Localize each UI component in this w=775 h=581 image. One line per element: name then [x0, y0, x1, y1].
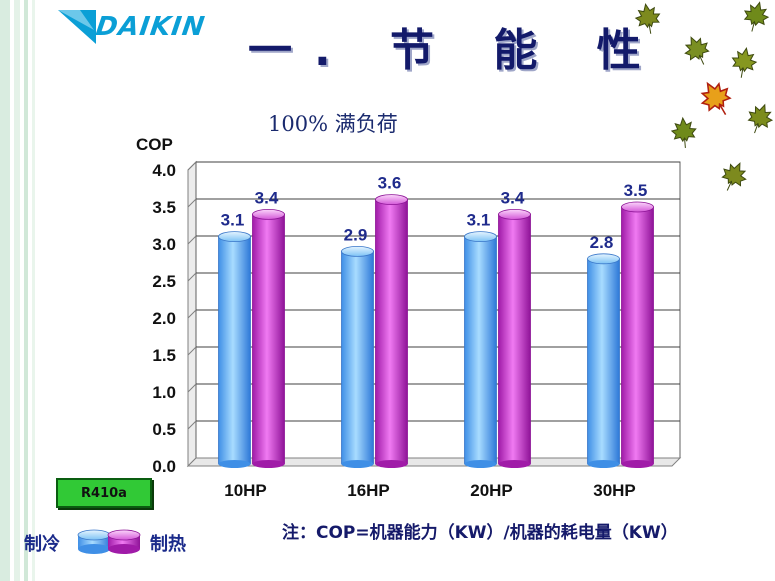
y-axis-label: COP: [136, 135, 173, 154]
cop-footnote: 注：COP=机器能力（KW）/机器的耗电量（KW）: [282, 523, 678, 543]
bar-base: [587, 460, 620, 468]
chart-subtitle: 100% 满负荷: [268, 112, 398, 136]
bar-body: [341, 250, 374, 465]
bar-base: [252, 460, 285, 468]
y-tick-label: 1.0: [152, 383, 176, 402]
bar-base: [621, 460, 654, 468]
daikin-logo-mark-icon: [58, 10, 96, 44]
gridline-diagonal: [187, 309, 197, 319]
legend-cooling-label: 制冷: [24, 534, 60, 555]
bar: [375, 194, 408, 468]
bar-top: [621, 201, 654, 213]
x-tick-label: 10HP: [224, 481, 267, 500]
bar-body: [498, 213, 531, 465]
y-tick-label: 3.0: [152, 235, 176, 254]
maple-leaf-icon: [670, 116, 698, 150]
x-tick-label: 30HP: [593, 481, 636, 500]
x-tick-label: 16HP: [347, 481, 390, 500]
bar-body: [587, 258, 620, 465]
gridline-diagonal: [187, 420, 197, 430]
y-tick-label: 2.5: [152, 272, 176, 291]
bar-base: [498, 460, 531, 468]
refrigerant-badge: R410a: [56, 478, 152, 508]
bar: [464, 231, 497, 468]
gridline-diagonal: [187, 198, 197, 208]
slide-title: 一. 节 能 性: [248, 25, 663, 76]
y-tick-label: 2.0: [152, 309, 176, 328]
maple-leaf-icon: [633, 1, 664, 37]
bar-base: [375, 460, 408, 468]
bar-top: [587, 253, 620, 265]
bar: [498, 208, 531, 468]
maple-leaf-icon: [742, 100, 775, 138]
bar-top: [341, 245, 374, 257]
y-tick-label: 0.5: [152, 420, 176, 439]
data-label: 3.5: [624, 181, 648, 200]
bar: [621, 201, 654, 468]
x-tick-label: 20HP: [470, 481, 513, 500]
bar: [341, 245, 374, 468]
legend-cooling-swatch: [77, 529, 111, 554]
side-stripes: [0, 0, 46, 581]
legend-heating-label: 制热: [150, 534, 186, 555]
gridline-diagonal: [187, 383, 197, 393]
legend-swatches: [77, 529, 141, 554]
bar-top: [498, 208, 531, 220]
data-label: 3.4: [255, 188, 279, 207]
gridline-diagonal: [187, 235, 197, 245]
bar-top: [252, 208, 285, 220]
bar: [587, 253, 620, 468]
y-tick-label: 4.0: [152, 161, 176, 180]
bar: [252, 208, 285, 468]
data-label: 3.1: [467, 211, 491, 230]
y-tick-label: 0.0: [152, 457, 176, 476]
maple-leaf-icon: [694, 75, 739, 123]
bar-top: [464, 231, 497, 243]
bar-body: [464, 236, 497, 465]
gridline-diagonal: [187, 272, 197, 282]
bars: 3.1 3.4 2.9 3.6 3.1 3.4 2.8 3.5: [218, 174, 654, 468]
maple-leaf-icon: [679, 31, 716, 71]
gridline-diagonal: [187, 346, 197, 356]
gridline-diagonal: [187, 161, 197, 171]
bar-body: [218, 236, 251, 465]
data-label: 3.6: [378, 174, 402, 193]
data-label: 3.4: [501, 188, 525, 207]
bar-body: [252, 213, 285, 465]
legend-heating-swatch: [107, 529, 141, 554]
bar-top: [375, 194, 408, 206]
bar-base: [464, 460, 497, 468]
y-axis-tick-labels: 0.0 0.5 1.0 1.5 2.0 2.5 3.0 3.5 4.0: [152, 161, 176, 476]
data-label: 3.1: [221, 211, 245, 230]
y-tick-label: 1.5: [152, 346, 176, 365]
bar-base: [341, 460, 374, 468]
refrigerant-badge-label: R410a: [81, 485, 127, 501]
maple-leaf-icon: [739, 0, 772, 36]
data-label: 2.8: [590, 233, 614, 252]
maple-leaf-icon: [715, 157, 752, 197]
data-label: 2.9: [344, 225, 368, 244]
bar-body: [375, 199, 408, 465]
y-tick-label: 3.5: [152, 198, 176, 217]
maple-leaf-icon: [728, 45, 759, 81]
bar: [218, 231, 251, 468]
bar-base: [218, 460, 251, 468]
x-axis-tick-labels: 10HP 16HP 20HP 30HP: [224, 481, 636, 500]
bar-top: [218, 231, 251, 243]
daikin-logo: [58, 10, 233, 44]
